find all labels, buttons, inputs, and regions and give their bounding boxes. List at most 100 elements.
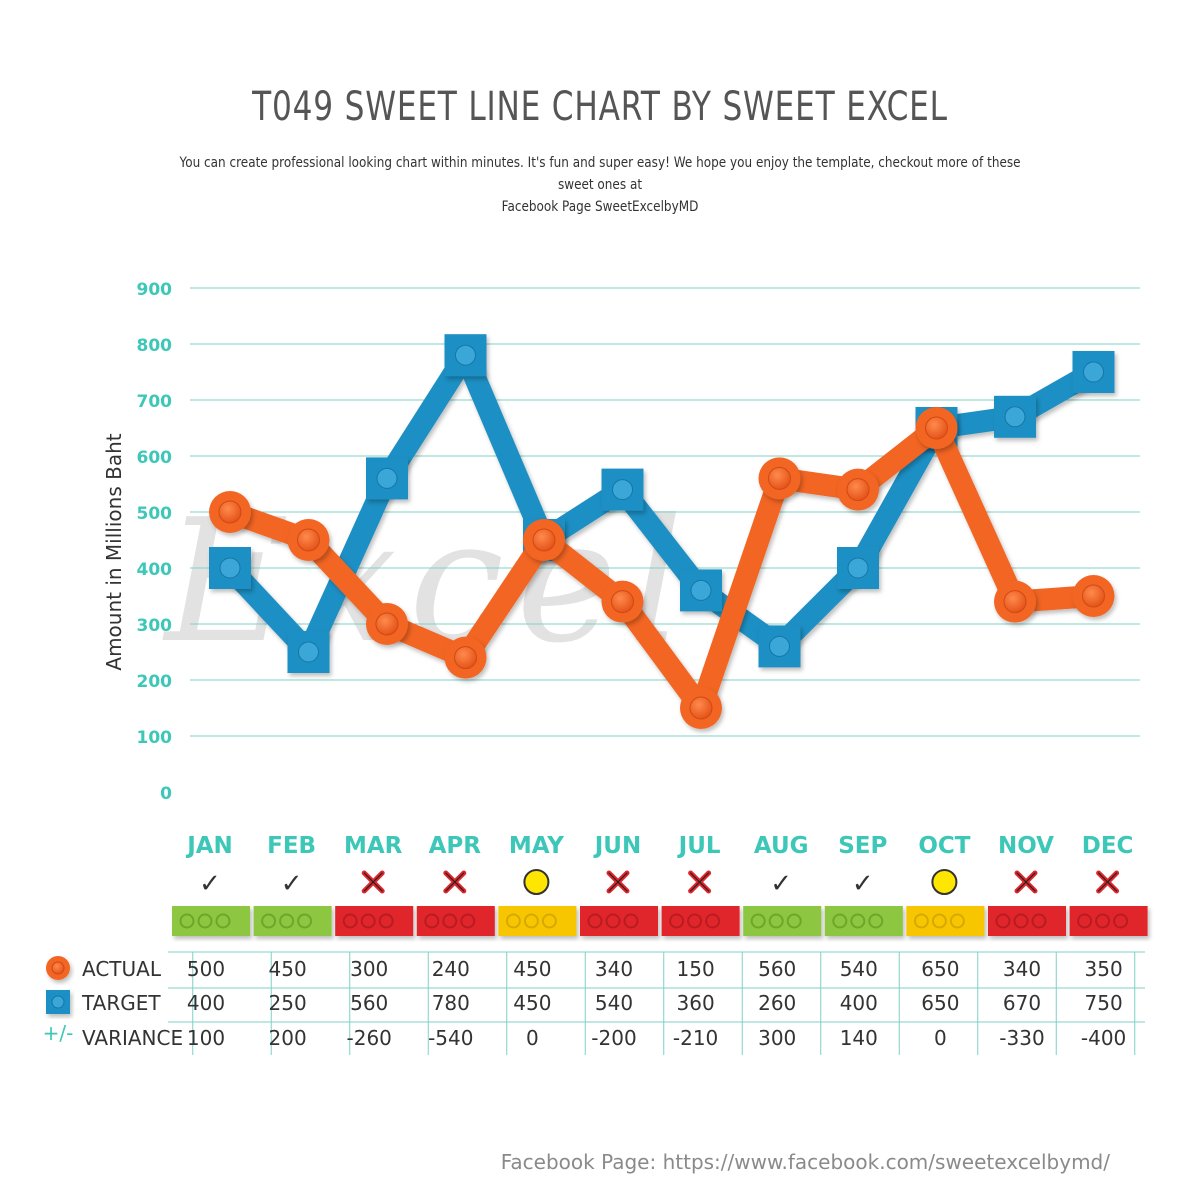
- status-icons: ✓ ✓ ✓ ✓: [199, 869, 1120, 899]
- month-label: MAR: [344, 833, 403, 859]
- target-value-cell: 540: [595, 991, 633, 1015]
- brick-stud: [1031, 913, 1047, 929]
- target-legend-icon: [46, 990, 70, 1014]
- actual-legend-icon: [46, 956, 70, 980]
- target-marker-stud: [690, 579, 712, 601]
- y-tick-label: 0: [160, 784, 172, 804]
- x-icon: [1014, 870, 1038, 894]
- brick-stud: [215, 913, 231, 929]
- month-label: OCT: [918, 833, 970, 859]
- status-bricks: [172, 906, 1148, 936]
- target-value-cell: 670: [1003, 991, 1041, 1015]
- x-icon: [1096, 870, 1120, 894]
- brick-stud: [750, 913, 766, 929]
- x-outline: [608, 872, 628, 892]
- brick-stud: [424, 913, 440, 929]
- variance-row-label: VARIANCE: [82, 1026, 183, 1050]
- target-value-cell: 260: [758, 991, 796, 1015]
- target-row-label: TARGET: [81, 991, 161, 1015]
- actual-marker-stud: [375, 612, 399, 636]
- check-icon: ✓: [770, 869, 792, 899]
- brick-stud: [261, 913, 277, 929]
- status-brick: [172, 906, 250, 936]
- y-tick-label: 700: [137, 392, 173, 412]
- target-point: [287, 631, 330, 673]
- target-marker-stud: [219, 557, 241, 579]
- variance-value-cell: -330: [999, 1026, 1044, 1050]
- target-marker-stud: [769, 635, 790, 657]
- target-point: [758, 625, 801, 668]
- brick-stud: [505, 913, 521, 929]
- brick-stud: [378, 913, 394, 929]
- target-point: [366, 457, 408, 500]
- actual-point: [994, 580, 1036, 623]
- actual-value-cell: 450: [513, 957, 551, 981]
- variance-value-cell: -200: [591, 1026, 636, 1050]
- status-brick: [580, 906, 658, 936]
- y-axis-label: Amount in Millions Baht: [102, 433, 126, 670]
- actual-value-cell: 340: [1003, 957, 1041, 981]
- x-icon: [688, 870, 712, 894]
- actual-point: [758, 457, 801, 500]
- target-marker-stud: [376, 467, 398, 489]
- y-tick-label: 900: [137, 280, 173, 300]
- brick-stud: [931, 913, 947, 929]
- status-brick: [661, 906, 740, 936]
- actual-point: [209, 491, 251, 533]
- legend-marker-stud: [51, 995, 65, 1009]
- month-label: NOV: [998, 833, 1054, 859]
- y-tick-label: 100: [137, 728, 173, 748]
- actual-point: [523, 519, 565, 561]
- x-outline: [1016, 872, 1036, 892]
- variance-value-cell: 140: [840, 1026, 878, 1050]
- brick-stud: [832, 913, 848, 929]
- footer-link[interactable]: Facebook Page: https://www.facebook.com/…: [500, 1150, 1110, 1174]
- target-point: [209, 547, 251, 589]
- brick-stud: [342, 913, 358, 929]
- x-icon: [606, 870, 630, 894]
- brick-stud: [179, 913, 195, 929]
- brick-stud: [669, 913, 685, 929]
- target-point: [444, 334, 487, 377]
- brick-stud: [786, 913, 802, 929]
- variance-value-cell: 100: [187, 1026, 225, 1050]
- yellow-dot-icon: [523, 869, 550, 895]
- brick-stud: [1095, 913, 1111, 929]
- actual-point: [915, 407, 958, 449]
- brick-stud: [949, 913, 965, 929]
- brick-stud: [705, 913, 721, 929]
- actual-row-label: ACTUAL: [82, 957, 162, 981]
- month-label: JAN: [185, 833, 233, 859]
- actual-marker-stud: [297, 528, 320, 552]
- status-brick: [416, 906, 495, 936]
- y-tick-label: 500: [137, 504, 173, 524]
- x-outline: [445, 872, 465, 892]
- status-brick: [824, 906, 903, 936]
- yellow-dot-icon: [931, 869, 958, 895]
- series-lines: [209, 334, 1115, 729]
- variance-value-cell: -400: [1081, 1026, 1126, 1050]
- target-value-cell: 650: [921, 991, 959, 1015]
- brick-stud: [460, 913, 476, 929]
- variance-value-cell: 0: [526, 1026, 539, 1050]
- brick-stud: [297, 913, 313, 929]
- month-labels: JAN FEB MAR APR MAY JUN JUL AUG SEP OCT NOV DEC: [185, 833, 1133, 859]
- check-icon: ✓: [199, 869, 221, 899]
- actual-point: [837, 468, 879, 511]
- y-tick-label: 800: [137, 336, 173, 356]
- month-label: AUG: [754, 833, 809, 859]
- brick-stud: [1113, 913, 1129, 929]
- brick-stud: [623, 913, 639, 929]
- target-marker-stud: [612, 479, 633, 501]
- target-point: [994, 395, 1036, 438]
- month-label: DEC: [1082, 833, 1134, 859]
- page-subtitle: You can create professional looking char…: [161, 152, 1038, 218]
- actual-point: [601, 580, 644, 623]
- subtitle-line-1: You can create professional looking char…: [179, 155, 1021, 193]
- x-outline: [1097, 872, 1118, 892]
- status-brick: [498, 906, 577, 936]
- variance-value-cell: 0: [934, 1026, 947, 1050]
- variance-legend-icon: +/-: [43, 1021, 74, 1045]
- actual-marker-stud: [454, 646, 477, 670]
